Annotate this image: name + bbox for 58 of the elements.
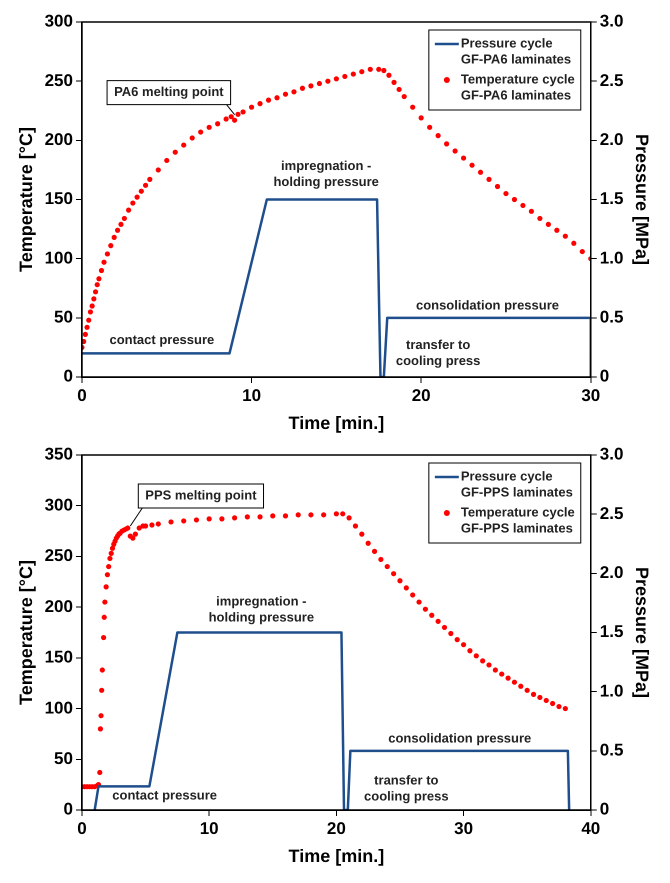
y-axis-title: Temperature [°C] — [16, 560, 36, 705]
y2-tick-label: 1.0 — [600, 248, 624, 268]
y-tick-label: 200 — [44, 130, 73, 150]
y2-tick-label: 2.0 — [600, 130, 624, 150]
y2-tick-label: 0.5 — [600, 308, 624, 327]
x-axis-title: Time [min.] — [288, 413, 384, 434]
annotation: consolidation pressure — [416, 298, 560, 313]
y2-tick-label: 1.5 — [600, 189, 624, 208]
y2-tick-label: 1.5 — [600, 622, 624, 642]
y-tick-label: 0 — [63, 800, 73, 819]
y-tick-label: 0 — [63, 366, 73, 386]
x-tick-label: 10 — [242, 386, 262, 405]
y2-tick-label: 1.0 — [600, 681, 624, 700]
y-tick-label: 300 — [44, 12, 73, 31]
annotation: PA6 melting point — [114, 84, 224, 100]
x-tick-label: 40 — [581, 818, 600, 838]
y-tick-label: 350 — [44, 444, 73, 464]
x-tick-label: 10 — [200, 818, 219, 838]
annotation: impregnation - holding pressure — [273, 158, 379, 190]
y-tick-label: 50 — [54, 308, 73, 327]
x-tick-label: 20 — [412, 386, 431, 405]
annotation: PPS melting point — [145, 488, 258, 503]
annotation: transfer to cooling press — [364, 772, 449, 804]
y-tick-label: 250 — [44, 546, 73, 566]
annotation: contact pressure — [109, 332, 214, 348]
y2-axis-title: Pressure [MPa] — [632, 134, 652, 266]
legend-label: Pressure cycle GF-PPS laminates — [460, 468, 573, 500]
x-tick-label: 30 — [454, 818, 474, 838]
legend-label: Temperature cycle GF-PA6 laminates — [460, 72, 575, 103]
y2-tick-label: 2.0 — [600, 563, 624, 582]
y-axis-title: Temperature [°C] — [16, 127, 36, 272]
y2-tick-label: 0.5 — [600, 740, 624, 760]
y-tick-label: 200 — [44, 596, 73, 616]
y-tick-label: 300 — [44, 495, 73, 514]
legend-label: Pressure cycle GF-PA6 laminates — [460, 36, 572, 67]
annotation: transfer to cooling press — [396, 336, 480, 368]
y2-tick-label: 2.5 — [600, 504, 624, 523]
annotation: consolidation pressure — [388, 730, 532, 746]
y-tick-label: 150 — [44, 189, 73, 208]
y2-tick-label: 3.0 — [600, 444, 624, 464]
y-tick-label: 100 — [44, 698, 73, 718]
x-tick-label: 20 — [326, 818, 346, 838]
annotation: impregnation - holding pressure — [208, 594, 314, 625]
x-tick-label: 0 — [77, 386, 87, 405]
y2-tick-label: 2.5 — [600, 70, 624, 90]
y2-tick-label: 0 — [600, 366, 610, 386]
y-tick-label: 100 — [44, 248, 73, 268]
y-tick-label: 150 — [44, 648, 73, 667]
legend-label: Temperature cycle GF-PPS laminates — [460, 504, 575, 536]
y2-axis-title: Pressure [MPa] — [632, 566, 652, 698]
y2-tick-label: 0 — [600, 800, 610, 819]
y2-tick-label: 3.0 — [600, 12, 624, 31]
annotation: contact pressure — [112, 787, 218, 802]
y-tick-label: 50 — [54, 748, 73, 768]
x-tick-label: 30 — [581, 386, 600, 405]
x-axis-title: Time [min.] — [288, 846, 384, 866]
y-tick-label: 250 — [44, 70, 73, 90]
x-tick-label: 0 — [77, 818, 87, 838]
